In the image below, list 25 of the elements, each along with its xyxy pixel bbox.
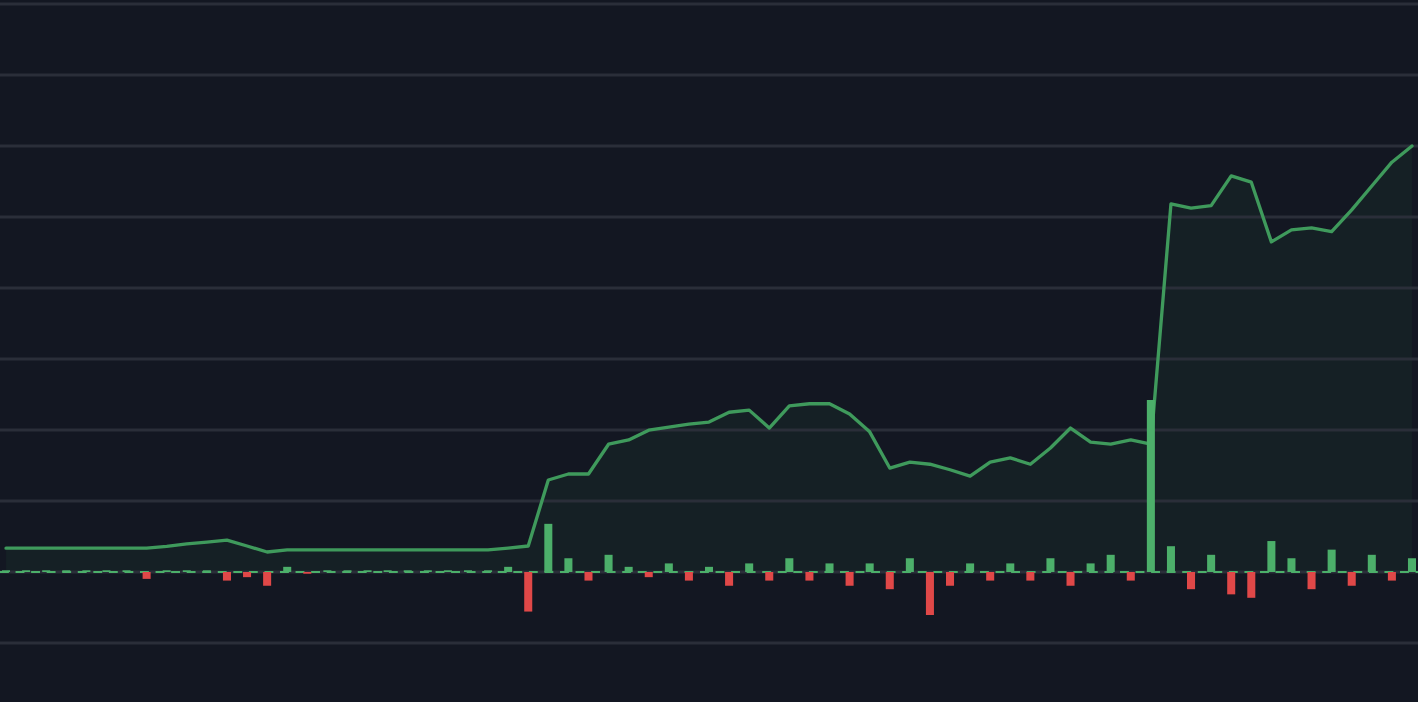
bar xyxy=(263,572,272,586)
bar xyxy=(986,572,995,581)
bar xyxy=(1066,572,1075,586)
bar xyxy=(1227,572,1236,595)
bar xyxy=(805,572,814,581)
bar xyxy=(946,572,955,586)
bar xyxy=(1187,572,1196,590)
bar xyxy=(925,572,934,615)
bar xyxy=(1126,572,1135,581)
bar xyxy=(1026,572,1035,581)
bar xyxy=(524,572,533,612)
bar xyxy=(1247,572,1256,598)
bar xyxy=(845,572,854,586)
bar xyxy=(243,572,252,578)
bar xyxy=(1347,572,1356,586)
bar xyxy=(684,572,693,581)
bar xyxy=(644,572,653,578)
bar xyxy=(765,572,774,581)
bar xyxy=(1387,572,1396,581)
bar xyxy=(1307,572,1316,590)
bar xyxy=(142,572,151,579)
bar xyxy=(584,572,593,581)
bar xyxy=(885,572,894,590)
bar xyxy=(222,572,231,581)
bar xyxy=(725,572,734,586)
